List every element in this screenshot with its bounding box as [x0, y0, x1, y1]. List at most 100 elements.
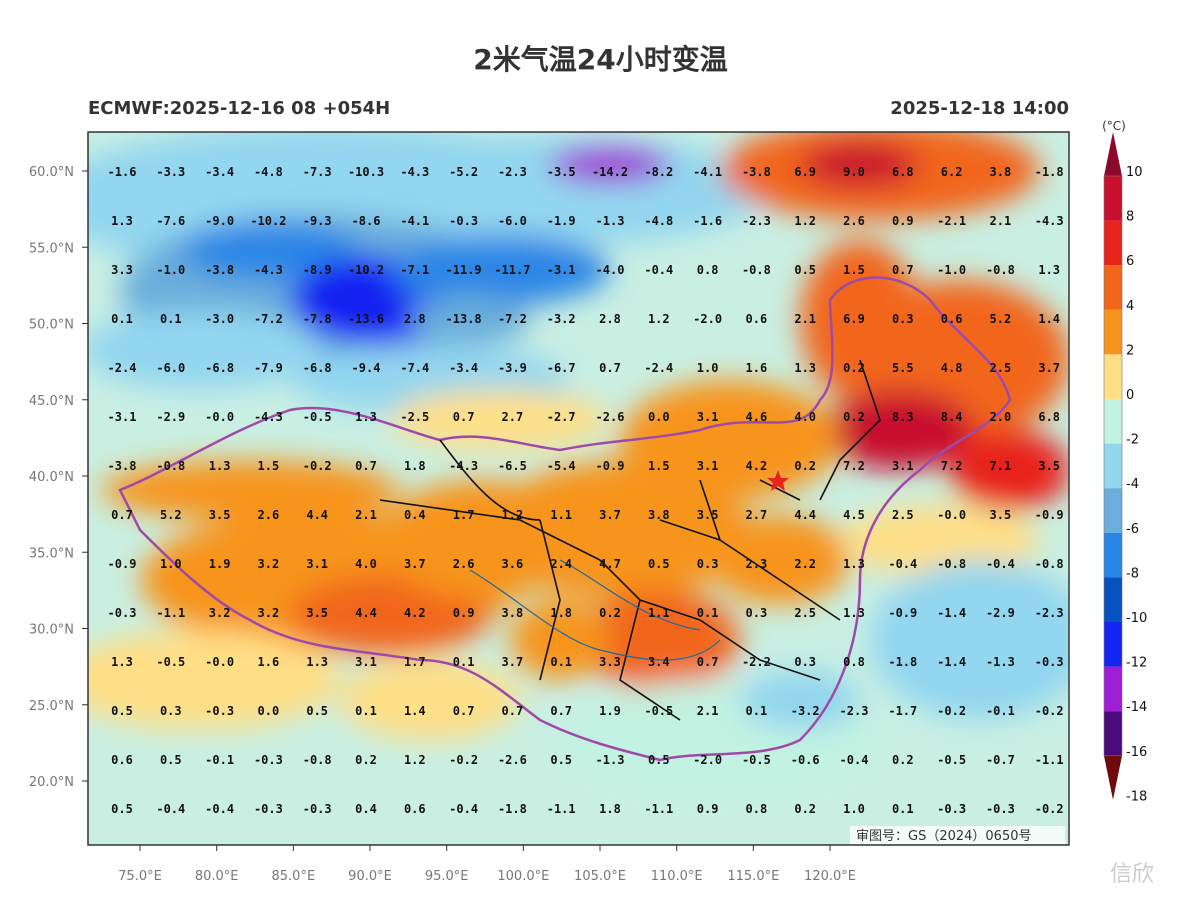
grid-value: 2.6	[258, 508, 280, 522]
lat-tick-label: 40.0°N	[29, 470, 74, 485]
grid-value: -0.8	[742, 263, 771, 277]
grid-value: -6.0	[156, 361, 185, 375]
grid-value: -0.3	[1035, 655, 1064, 669]
grid-value: -4.3	[1035, 214, 1064, 228]
grid-value: 0.7	[111, 508, 133, 522]
legend-label: -2	[1126, 433, 1139, 448]
grid-value: 1.3	[306, 655, 328, 669]
grid-value: -1.1	[156, 606, 185, 620]
grid-value: 3.7	[599, 508, 621, 522]
grid-value: -1.4	[937, 606, 966, 620]
grid-value: 2.1	[355, 508, 377, 522]
grid-value: 1.5	[843, 263, 865, 277]
grid-value: -9.4	[352, 361, 381, 375]
grid-value: 0.4	[355, 802, 377, 816]
grid-value: -7.2	[254, 312, 283, 326]
grid-value: -6.7	[547, 361, 576, 375]
grid-value: 2.5	[794, 606, 816, 620]
grid-value: 1.8	[599, 802, 621, 816]
grid-value: 4.2	[404, 606, 426, 620]
grid-value: -1.1	[547, 802, 576, 816]
grid-value: 0.5	[160, 753, 182, 767]
grid-value: -0.5	[303, 410, 332, 424]
grid-value: -0.9	[108, 557, 137, 571]
grid-value: 0.7	[892, 263, 914, 277]
grid-value: -7.8	[303, 312, 332, 326]
grid-value: 2.6	[843, 214, 865, 228]
grid-value: 4.0	[355, 557, 377, 571]
lon-tick-label: 75.0°E	[118, 869, 162, 884]
legend-label: -8	[1126, 566, 1139, 581]
grid-value: -2.5	[400, 410, 429, 424]
grid-value: 0.4	[404, 508, 426, 522]
legend-swatch	[1104, 309, 1122, 355]
grid-value: 3.1	[355, 655, 377, 669]
legend-unit: (°C)	[1102, 119, 1126, 133]
grid-value: -3.3	[156, 165, 185, 179]
lon-tick-label: 95.0°E	[425, 869, 469, 884]
grid-value: 0.1	[355, 704, 377, 718]
grid-value: -2.6	[596, 410, 625, 424]
grid-value: 5.2	[990, 312, 1012, 326]
grid-value: -0.8	[303, 753, 332, 767]
grid-value: -11.9	[446, 263, 482, 277]
grid-value: 1.2	[648, 312, 670, 326]
grid-value: 1.9	[209, 557, 231, 571]
grid-value: -0.8	[156, 459, 185, 473]
grid-value: -0.8	[1035, 557, 1064, 571]
grid-value: 0.1	[697, 606, 719, 620]
grid-value: -13.6	[348, 312, 384, 326]
grid-value: 1.1	[648, 606, 670, 620]
legend-swatch	[1104, 666, 1122, 712]
grid-value: 4.7	[599, 557, 621, 571]
grid-value: 0.7	[697, 655, 719, 669]
grid-value: 3.7	[502, 655, 524, 669]
grid-value: -4.8	[254, 165, 283, 179]
borders	[118, 276, 1012, 762]
grid-value: 0.7	[453, 410, 475, 424]
legend-label: 0	[1126, 388, 1134, 403]
grid-value: -0.2	[1035, 704, 1064, 718]
grid-value-labels: -1.6 -3.3 -3.4 -4.8 -7.3 -10.3 -4.3 -5.2 -2.3 -3.…	[108, 165, 1064, 816]
grid-value: -2.1	[937, 214, 966, 228]
grid-value: 3.5	[1038, 459, 1060, 473]
grid-value: 1.3	[1038, 263, 1060, 277]
legend-swatch	[1104, 354, 1122, 399]
grid-value: -0.3	[303, 802, 332, 816]
grid-value: 3.1	[697, 459, 719, 473]
grid-value: 2.7	[502, 410, 524, 424]
grid-value: 3.1	[306, 557, 328, 571]
grid-value: 0.2	[599, 606, 621, 620]
grid-value: -1.1	[644, 802, 673, 816]
legend-swatch	[1104, 622, 1122, 667]
lon-tick-label: 105.0°E	[574, 869, 626, 884]
grid-value: 1.6	[258, 655, 280, 669]
lat-tick-label: 30.0°N	[29, 623, 74, 638]
grid-value: 4.2	[746, 459, 768, 473]
grid-value: -0.3	[986, 802, 1015, 816]
legend-label: -16	[1126, 745, 1147, 760]
grid-value: -5.2	[449, 165, 478, 179]
grid-value: 0.5	[111, 802, 133, 816]
grid-value: -0.3	[449, 214, 478, 228]
approval-number: 审图号：GS（2024）0650号	[856, 829, 1032, 844]
legend-label: 10	[1126, 165, 1143, 180]
grid-value: 2.6	[453, 557, 475, 571]
grid-value: 1.2	[794, 214, 816, 228]
valid-time-label: 2025-12-18 14:00	[890, 98, 1069, 119]
grid-value: 0.8	[697, 263, 719, 277]
grid-value: 0.1	[160, 312, 182, 326]
grid-value: 1.3	[355, 410, 377, 424]
legend-label: -14	[1126, 700, 1147, 715]
grid-value: -2.6	[498, 753, 527, 767]
grid-value: -3.9	[498, 361, 527, 375]
grid-value: -2.0	[693, 312, 722, 326]
grid-value: 0.1	[550, 655, 572, 669]
grid-value: 3.1	[697, 410, 719, 424]
grid-value: -1.4	[937, 655, 966, 669]
grid-value: -11.7	[494, 263, 530, 277]
grid-value: 1.5	[648, 459, 670, 473]
legend-label: 4	[1126, 299, 1134, 314]
grid-value: 0.2	[794, 802, 816, 816]
grid-value: -10.2	[348, 263, 384, 277]
